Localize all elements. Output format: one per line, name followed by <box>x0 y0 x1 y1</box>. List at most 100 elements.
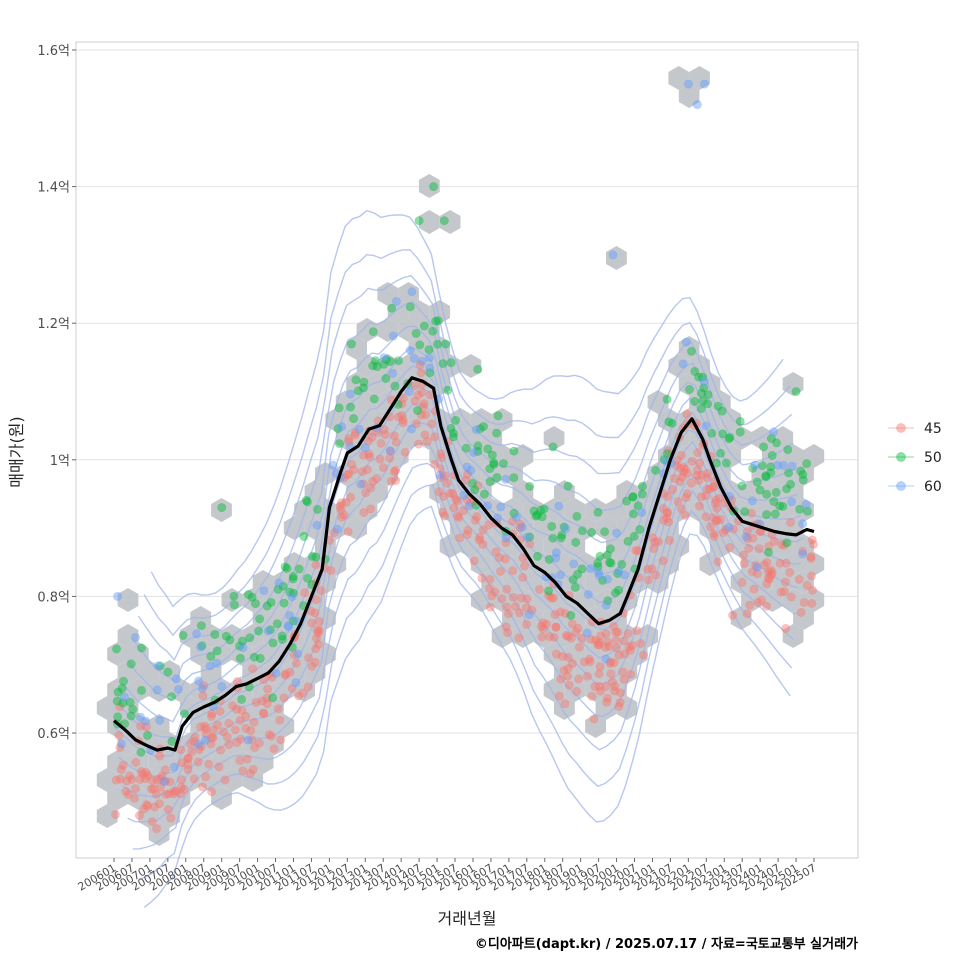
point-series-45 <box>687 456 697 466</box>
point-series-45 <box>311 560 321 570</box>
point-series-45 <box>311 633 321 643</box>
point-series-45 <box>470 515 480 525</box>
point-series-45 <box>155 782 165 792</box>
point-series-50 <box>333 424 343 434</box>
point-series-60 <box>681 337 691 347</box>
point-series-45 <box>138 769 148 779</box>
point-series-45 <box>626 669 636 679</box>
point-series-45 <box>714 493 724 503</box>
hexbin-cell <box>481 534 503 558</box>
point-series-45 <box>549 632 559 642</box>
point-series-45 <box>314 616 324 626</box>
point-series-45 <box>537 632 547 642</box>
point-series-45 <box>207 709 217 719</box>
point-series-50 <box>572 569 582 579</box>
point-series-45 <box>527 605 537 615</box>
point-series-50 <box>755 485 765 495</box>
point-series-45 <box>620 649 630 659</box>
point-series-50 <box>740 507 750 517</box>
point-series-50 <box>288 571 298 581</box>
point-series-45 <box>255 738 265 748</box>
point-series-45 <box>728 524 738 534</box>
point-series-50 <box>118 698 128 708</box>
point-series-45 <box>250 742 260 752</box>
point-series-50 <box>548 442 558 452</box>
hexbin-cell <box>658 408 679 432</box>
point-series-50 <box>277 631 287 641</box>
point-series-45 <box>177 758 187 768</box>
point-series-45 <box>303 653 313 663</box>
point-series-45 <box>418 402 428 412</box>
point-series-45 <box>361 488 371 498</box>
point-series-60 <box>469 448 479 458</box>
point-series-45 <box>693 448 703 458</box>
point-series-45 <box>564 680 574 690</box>
point-series-60 <box>517 522 527 532</box>
point-series-45 <box>662 513 672 523</box>
hexbin-cell <box>356 390 378 414</box>
point-series-45 <box>189 774 199 784</box>
hexbin-cell <box>502 498 523 522</box>
point-series-45 <box>416 410 426 420</box>
point-series-45 <box>183 753 193 763</box>
point-series-60 <box>462 462 472 472</box>
hexbin-cell <box>356 354 378 378</box>
hexbin-cell <box>263 588 284 612</box>
point-series-45 <box>472 511 482 521</box>
point-series-45 <box>238 766 248 776</box>
point-series-45 <box>207 787 217 797</box>
point-series-45 <box>110 810 120 820</box>
point-series-50 <box>411 328 421 338</box>
point-series-45 <box>572 686 582 696</box>
point-series-50 <box>277 634 287 644</box>
point-series-45 <box>501 602 511 612</box>
point-series-50 <box>623 536 633 546</box>
point-series-50 <box>448 428 458 438</box>
hexbin-cell <box>190 714 212 738</box>
density-contour <box>117 403 801 777</box>
hexbin-cell <box>554 660 575 684</box>
point-series-45 <box>710 498 720 508</box>
point-series-50 <box>721 458 731 468</box>
point-series-60 <box>501 533 511 543</box>
point-series-45 <box>326 566 336 576</box>
point-series-45 <box>808 585 818 595</box>
point-series-45 <box>516 593 526 603</box>
point-series-45 <box>779 587 789 597</box>
point-series-50 <box>778 501 788 511</box>
y-tick-label: 0.8억 <box>37 590 70 605</box>
point-series-45 <box>799 598 809 608</box>
point-series-45 <box>201 772 211 782</box>
point-series-45 <box>632 626 642 636</box>
point-series-45 <box>245 768 255 778</box>
point-series-45 <box>679 462 689 472</box>
point-series-50 <box>428 326 438 336</box>
legend: 45 50 60 <box>888 421 942 495</box>
point-series-45 <box>551 649 561 659</box>
density-contour <box>132 462 794 850</box>
point-series-50 <box>461 443 471 453</box>
legend-key-point <box>896 452 906 462</box>
hexbin-cell <box>595 516 617 540</box>
hexbin-cell <box>616 552 638 576</box>
point-series-45 <box>452 511 462 521</box>
point-series-60 <box>287 592 297 602</box>
point-series-45 <box>766 570 776 580</box>
point-series-45 <box>728 610 738 620</box>
point-series-45 <box>573 623 583 633</box>
point-series-45 <box>379 424 389 434</box>
hexbin-cell <box>678 372 700 396</box>
point-series-45 <box>743 534 753 544</box>
x-axis-ticks: 2006012006072007012007072008012008072009… <box>76 858 819 894</box>
point-series-60 <box>551 548 561 558</box>
point-series-45 <box>680 464 690 474</box>
hexbin-cell <box>585 498 606 522</box>
point-series-45 <box>448 489 458 499</box>
point-series-45 <box>762 557 772 567</box>
point-series-45 <box>249 717 259 727</box>
point-series-45 <box>287 683 297 693</box>
point-series-45 <box>754 544 764 554</box>
point-series-45 <box>349 465 359 475</box>
point-series-50 <box>782 538 792 548</box>
hexbin-cell <box>793 570 814 594</box>
